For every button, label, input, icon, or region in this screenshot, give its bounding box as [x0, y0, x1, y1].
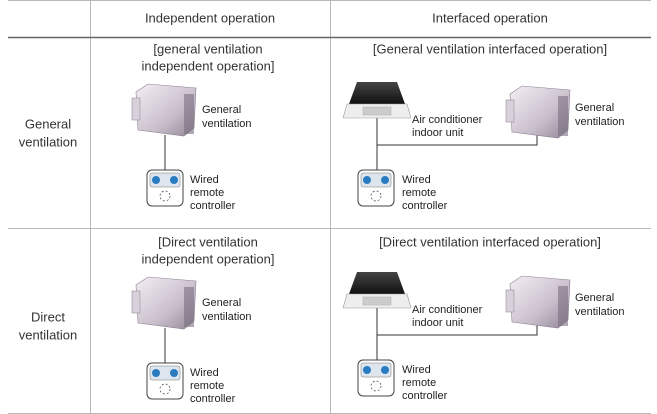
wire: [377, 132, 538, 146]
unit-duct: [505, 99, 515, 123]
ac-grille: [362, 106, 392, 116]
cell-title: [General ventilation interfaced operatio…: [373, 41, 607, 56]
table-grid: [8, 0, 651, 414]
unit-label: General: [575, 102, 614, 114]
unit-label: ventilation: [202, 118, 252, 130]
ventilation-unit-icon: [131, 276, 197, 330]
unit-side: [558, 96, 568, 136]
remote-button: [381, 176, 389, 184]
cell-title: [Direct ventilation: [158, 234, 258, 249]
remote-icon: [357, 359, 395, 397]
unit-label: General: [575, 292, 614, 304]
remote-button: [363, 366, 371, 374]
remote-dial: [370, 190, 382, 202]
unit-duct: [131, 290, 141, 314]
cell-title: independent operation]: [141, 251, 274, 266]
remote-icon: [357, 169, 395, 207]
wire: [377, 322, 538, 336]
remote-button: [363, 176, 371, 184]
remote-label: Wired: [190, 174, 219, 186]
ac-unit-icon: [342, 272, 412, 309]
cell-title: [Direct ventilation interfaced operation…: [379, 234, 601, 249]
column-header: Interfaced operation: [432, 10, 548, 25]
remote-label: remote: [190, 380, 224, 392]
unit-duct: [505, 289, 515, 313]
remote-label: remote: [402, 187, 436, 199]
cell-title: [general ventilation: [153, 41, 262, 56]
remote-dial: [159, 383, 171, 395]
remote-button: [170, 176, 178, 184]
remote-label: controller: [402, 390, 448, 402]
ac-label: Air conditioner: [412, 304, 483, 316]
unit-side: [184, 287, 194, 327]
row-header: ventilation: [19, 327, 78, 342]
ac-grille: [362, 296, 392, 306]
ac-top: [349, 82, 405, 104]
unit-label: ventilation: [575, 306, 625, 318]
ventilation-unit-icon: [131, 83, 197, 137]
column-header: Independent operation: [145, 10, 275, 25]
cell-title: independent operation]: [141, 58, 274, 73]
remote-label: Wired: [402, 174, 431, 186]
unit-duct: [131, 97, 141, 121]
remote-button: [152, 369, 160, 377]
ventilation-unit-icon: [505, 275, 571, 329]
ventilation-unit-icon: [505, 85, 571, 139]
remote-label: remote: [190, 187, 224, 199]
unit-label: General: [202, 297, 241, 309]
row-header: General: [25, 116, 71, 131]
remote-dial: [370, 380, 382, 392]
remote-label: Wired: [402, 364, 431, 376]
remote-label: controller: [402, 200, 448, 212]
remote-button: [381, 366, 389, 374]
unit-label: ventilation: [202, 311, 252, 323]
unit-side: [184, 94, 194, 134]
row-header: Direct: [31, 309, 65, 324]
unit-label: General: [202, 104, 241, 116]
remote-button: [170, 369, 178, 377]
remote-label: controller: [190, 393, 236, 405]
ac-label: indoor unit: [412, 317, 463, 329]
unit-side: [558, 286, 568, 326]
ac-unit-icon: [342, 82, 412, 119]
ac-label: Air conditioner: [412, 114, 483, 126]
remote-icon: [146, 169, 184, 207]
remote-label: Wired: [190, 367, 219, 379]
ac-top: [349, 272, 405, 294]
unit-label: ventilation: [575, 116, 625, 128]
remote-button: [152, 176, 160, 184]
remote-icon: [146, 362, 184, 400]
content: General ventilation [general ventilation in…: [19, 41, 625, 404]
remote-dial: [159, 190, 171, 202]
remote-label: controller: [190, 200, 236, 212]
remote-label: remote: [402, 377, 436, 389]
ac-label: indoor unit: [412, 127, 463, 139]
row-header: ventilation: [19, 134, 78, 149]
